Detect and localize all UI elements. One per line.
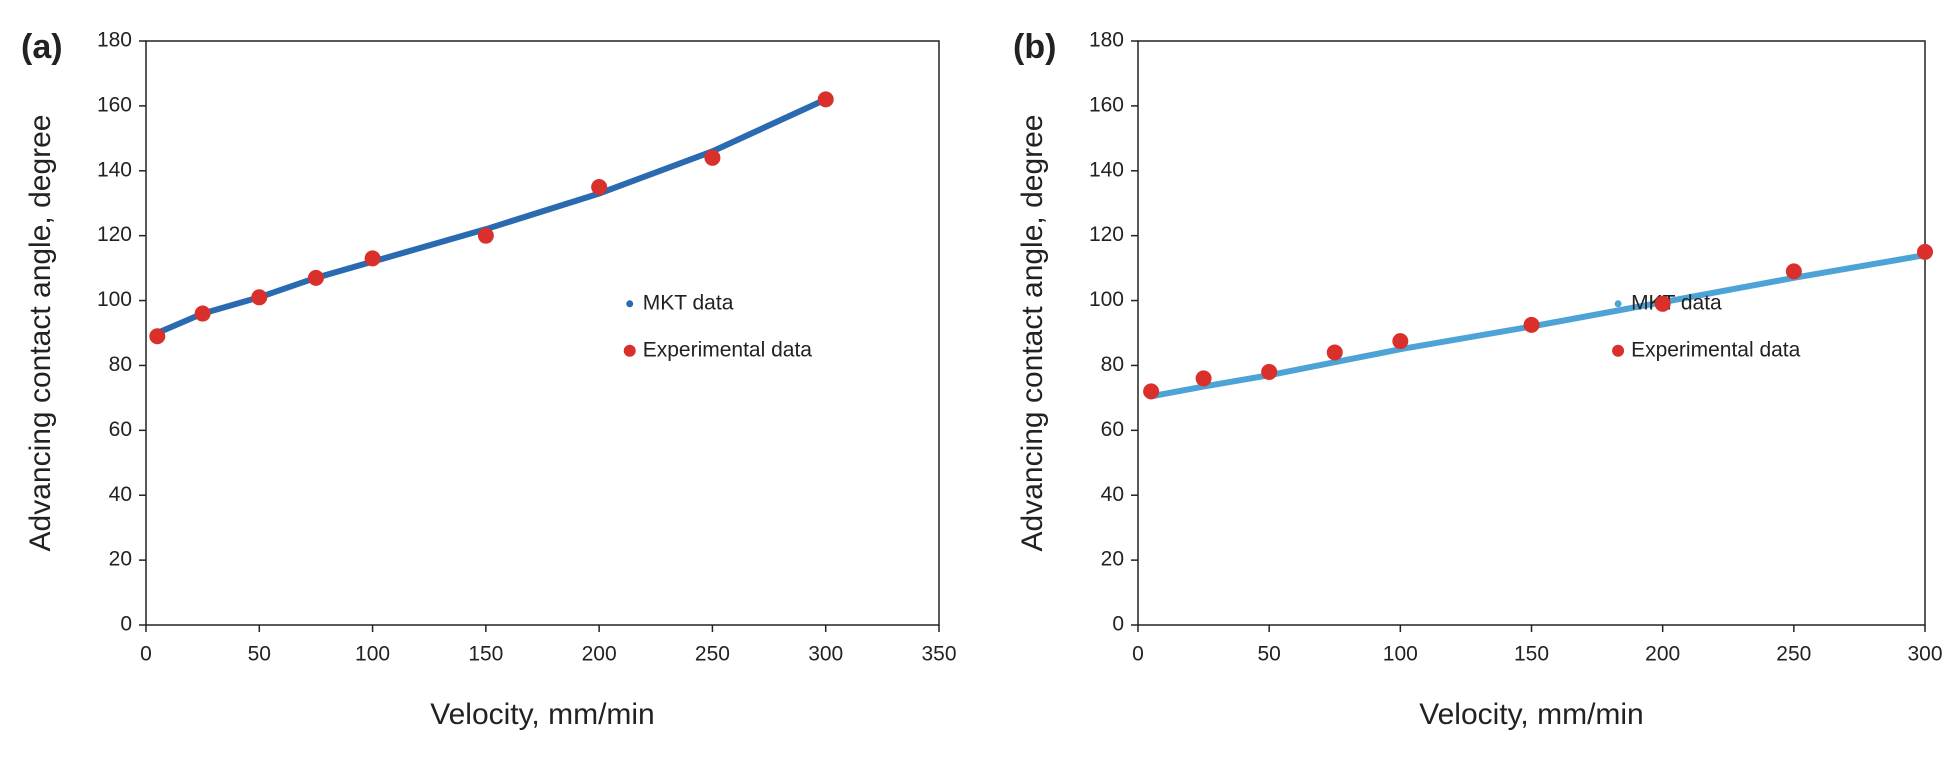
experimental-point [194,305,211,322]
y-tick-label: 180 [97,29,132,52]
y-tick-label: 60 [109,418,132,441]
experimental-point [1195,370,1212,387]
y-tick-label: 120 [97,223,132,246]
y-tick-label: 160 [1089,93,1124,116]
experimental-point [817,91,834,108]
y-tick-label: 20 [109,548,132,571]
experimental-point [149,328,166,345]
x-tick-label: 150 [468,643,503,666]
legend-label: Experimental data [643,338,813,361]
y-tick-label: 120 [1089,223,1124,246]
mkt-line [1148,252,1928,400]
experimental-point [704,149,721,166]
experimental-point [364,250,381,267]
y-tick-label: 140 [97,158,132,181]
x-tick-label: 100 [1383,643,1418,666]
x-tick-label: 250 [1776,643,1811,666]
x-tick-label: 50 [248,643,271,666]
legend-marker [1614,300,1622,308]
experimental-point [1523,316,1540,333]
experimental-point [1392,333,1409,350]
x-tick-label: 200 [582,643,617,666]
legend-label: MKT data [643,291,734,314]
x-tick-label: 350 [921,643,956,666]
experimental-point [1654,295,1671,312]
y-tick-label: 0 [1112,613,1124,636]
x-tick-label: 0 [140,643,152,666]
legend-label: MKT data [1631,291,1722,314]
y-tick-label: 40 [1101,483,1124,506]
panel-label: (b) [1013,28,1056,66]
experimental-point [1917,243,1933,260]
y-axis-title: Advancing contact angle, degree [1016,115,1049,552]
experimental-point [1785,263,1802,280]
experimental-point [1261,363,1278,380]
legend-label: Experimental data [1631,338,1801,361]
y-tick-label: 160 [97,93,132,116]
y-tick-label: 140 [1089,158,1124,181]
experimental-point [591,179,608,195]
experimental-point [307,269,324,286]
y-tick-label: 40 [109,483,132,506]
y-tick-label: 20 [1101,548,1124,571]
x-axis-title: Velocity, mm/min [430,698,655,731]
x-tick-label: 100 [355,643,390,666]
x-tick-label: 0 [1132,643,1144,666]
legend-marker [626,300,634,308]
experimental-point [251,289,268,306]
legend-marker [1612,344,1625,357]
y-tick-label: 100 [97,288,132,311]
experimental-point [477,227,494,244]
plot-frame [1137,40,1926,626]
x-tick-label: 300 [1907,643,1942,666]
plot-frame [145,40,940,626]
x-tick-label: 150 [1514,643,1549,666]
y-tick-label: 80 [1101,353,1124,376]
y-tick-label: 80 [109,353,132,376]
y-tick-label: 100 [1089,288,1124,311]
y-tick-label: 180 [1089,29,1124,52]
y-tick-label: 60 [1101,418,1124,441]
experimental-point [1326,344,1343,361]
x-tick-label: 300 [808,643,843,666]
panel-label: (a) [21,28,63,66]
x-tick-label: 200 [1645,643,1680,666]
x-axis-title: Velocity, mm/min [1419,698,1644,731]
x-tick-label: 50 [1257,643,1280,666]
legend-marker [623,344,636,357]
x-tick-label: 250 [695,643,730,666]
experimental-point [1143,383,1160,400]
y-axis-title: Advancing contact angle, degree [24,115,57,552]
y-tick-label: 0 [120,613,132,636]
